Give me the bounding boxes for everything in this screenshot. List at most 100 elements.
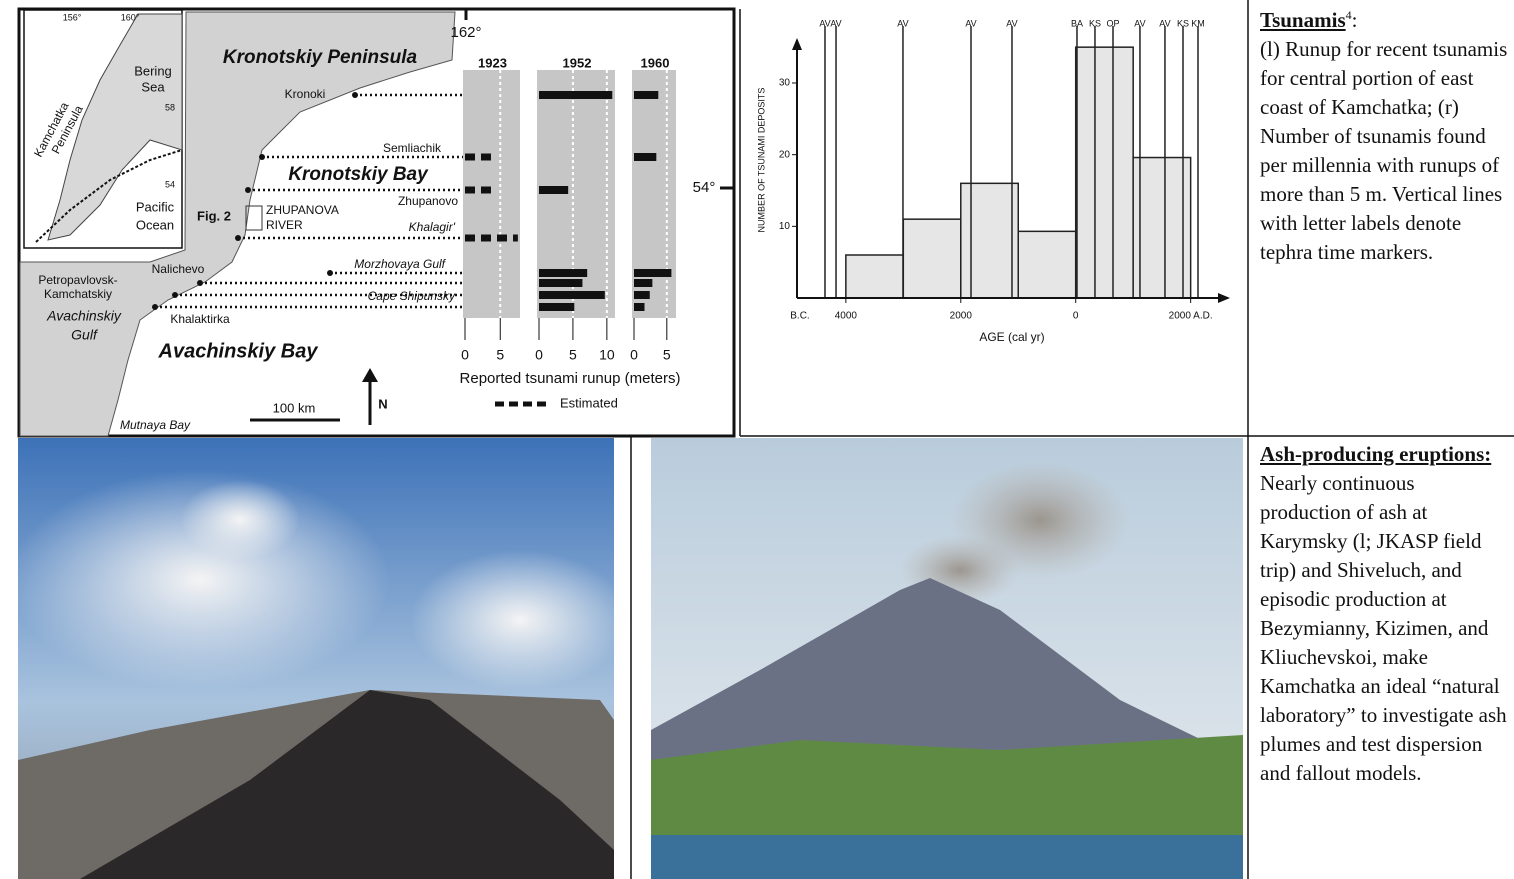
location-dot bbox=[245, 187, 251, 193]
map-label: Avachinskiy Bay bbox=[158, 340, 319, 362]
x-tick-label: 0 bbox=[1073, 311, 1079, 322]
photo-volcano bbox=[651, 438, 1243, 879]
map-label: Pacific bbox=[136, 199, 175, 214]
location-label: Khalagir' bbox=[409, 220, 456, 234]
tephra-label: KS bbox=[1089, 18, 1101, 28]
location-dot bbox=[152, 304, 158, 310]
map-label: Kamchatskiy bbox=[44, 287, 112, 301]
map-label: Kronotskiy Peninsula bbox=[223, 47, 418, 68]
histogram-bar bbox=[961, 183, 1018, 298]
x-tick-label: 2000 A.D. bbox=[1169, 311, 1213, 322]
x-tick-label: 2000 bbox=[950, 311, 973, 322]
x-tick-label: 0 bbox=[535, 347, 543, 363]
runup-bar bbox=[539, 279, 582, 287]
runup-bar bbox=[634, 279, 652, 287]
caption-title-suffix: : bbox=[1352, 8, 1358, 32]
x-axis-title: AGE (cal yr) bbox=[979, 330, 1044, 344]
location-dot bbox=[327, 270, 333, 276]
location-label: Nalichevo bbox=[152, 262, 205, 276]
tephra-label: AV bbox=[819, 18, 830, 28]
map-label: Fig. 2 bbox=[197, 208, 231, 223]
panel-title: 1923 bbox=[478, 55, 507, 70]
runup-bar bbox=[539, 186, 568, 194]
y-tick-label: 20 bbox=[779, 149, 791, 160]
map-label: 58 bbox=[165, 102, 175, 112]
caption-body: (l) Runup for recent tsunamis for centra… bbox=[1260, 37, 1507, 264]
location-dot bbox=[235, 235, 241, 241]
map-label: 54 bbox=[165, 179, 175, 189]
location-dot bbox=[172, 292, 178, 298]
page: Kronotskiy PeninsulaKronotskiy BayFig. 2… bbox=[0, 0, 1514, 879]
location-label: Kronoki bbox=[285, 87, 326, 101]
x-tick-label: 5 bbox=[569, 347, 577, 363]
runup-bar bbox=[539, 91, 612, 99]
tephra-label: AV bbox=[1134, 18, 1145, 28]
runup-bar bbox=[539, 291, 605, 299]
legend-label: Estimated bbox=[560, 395, 618, 410]
runup-bar bbox=[634, 303, 645, 311]
y-tick-label: 30 bbox=[779, 78, 791, 89]
runup-bar bbox=[634, 291, 650, 299]
histogram-bar bbox=[1133, 158, 1190, 298]
caption-body: Nearly continuous production of ash at K… bbox=[1260, 471, 1507, 785]
tephra-label: AV bbox=[897, 18, 908, 28]
tephra-label: BA bbox=[1071, 18, 1083, 28]
histogram-bar bbox=[1018, 231, 1075, 298]
location-dot bbox=[197, 280, 203, 286]
x-axis-title: Reported tsunami runup (meters) bbox=[460, 370, 681, 387]
tephra-label: AV bbox=[830, 18, 841, 28]
tsunami-caption: Tsunamis4: (l) Runup for recent tsunamis… bbox=[1260, 6, 1510, 267]
map-label: 160° bbox=[121, 12, 140, 22]
runup-bar bbox=[539, 269, 587, 277]
y-axis-arrow bbox=[792, 38, 802, 50]
x-prefix-label: B.C. bbox=[790, 311, 809, 322]
x-tick-label: 4000 bbox=[835, 311, 858, 322]
x-axis-arrow bbox=[1218, 293, 1230, 303]
x-tick-label: 10 bbox=[599, 347, 615, 363]
panel-title: 1952 bbox=[563, 55, 592, 70]
map-label: ZHUPANOVA bbox=[266, 203, 339, 217]
tephra-label: KS bbox=[1177, 18, 1189, 28]
runup-bar bbox=[539, 303, 574, 311]
location-label: Semliachik bbox=[383, 141, 442, 155]
ash-caption: Ash-producing eruptions: Nearly continuo… bbox=[1260, 440, 1510, 788]
location-label: Morzhovaya Gulf bbox=[354, 257, 446, 271]
x-tick-label: 5 bbox=[663, 347, 671, 363]
map-label: RIVER bbox=[266, 218, 303, 232]
panel-title: 1960 bbox=[641, 55, 670, 70]
location-label: Khalaktirka bbox=[170, 312, 230, 326]
y-tick-label: 10 bbox=[779, 221, 791, 232]
tephra-label: AV bbox=[1159, 18, 1170, 28]
panel-bg bbox=[463, 70, 520, 318]
histogram-bar bbox=[1076, 47, 1133, 298]
map-label: Ocean bbox=[136, 217, 174, 232]
map-label: Petropavlovsk- bbox=[38, 273, 117, 287]
tephra-label: KM bbox=[1191, 18, 1205, 28]
location-dot bbox=[352, 92, 358, 98]
map-label: 156° bbox=[63, 12, 82, 22]
tephra-label: OP bbox=[1107, 18, 1120, 28]
x-tick-label: 0 bbox=[461, 347, 469, 363]
caption-title: Tsunamis bbox=[1260, 8, 1346, 32]
map-label: Gulf bbox=[71, 327, 99, 343]
map-label: Avachinskiy bbox=[46, 308, 122, 324]
map-label: Bering bbox=[134, 63, 172, 78]
x-tick-label: 0 bbox=[630, 347, 638, 363]
histogram-bar bbox=[846, 255, 903, 298]
photo-karymsky bbox=[10, 438, 630, 879]
runup-bar bbox=[634, 269, 671, 277]
map-label: 100 km bbox=[273, 400, 316, 415]
y-axis-title: NUMBER OF TSUNAMI DEPOSITS bbox=[756, 88, 766, 233]
location-label: Zhupanovo bbox=[398, 194, 458, 208]
location-dot bbox=[259, 154, 265, 160]
map-label: 162° bbox=[450, 24, 481, 41]
tephra-label: AV bbox=[1006, 18, 1017, 28]
map-label: N bbox=[378, 396, 387, 411]
map-label: Mutnaya Bay bbox=[120, 418, 191, 432]
runup-bar bbox=[634, 91, 658, 99]
map-label: Sea bbox=[141, 79, 165, 94]
runup-bar bbox=[634, 153, 656, 161]
tephra-label: AV bbox=[965, 18, 976, 28]
histogram-bar bbox=[903, 219, 960, 298]
x-tick-label: 5 bbox=[496, 347, 504, 363]
